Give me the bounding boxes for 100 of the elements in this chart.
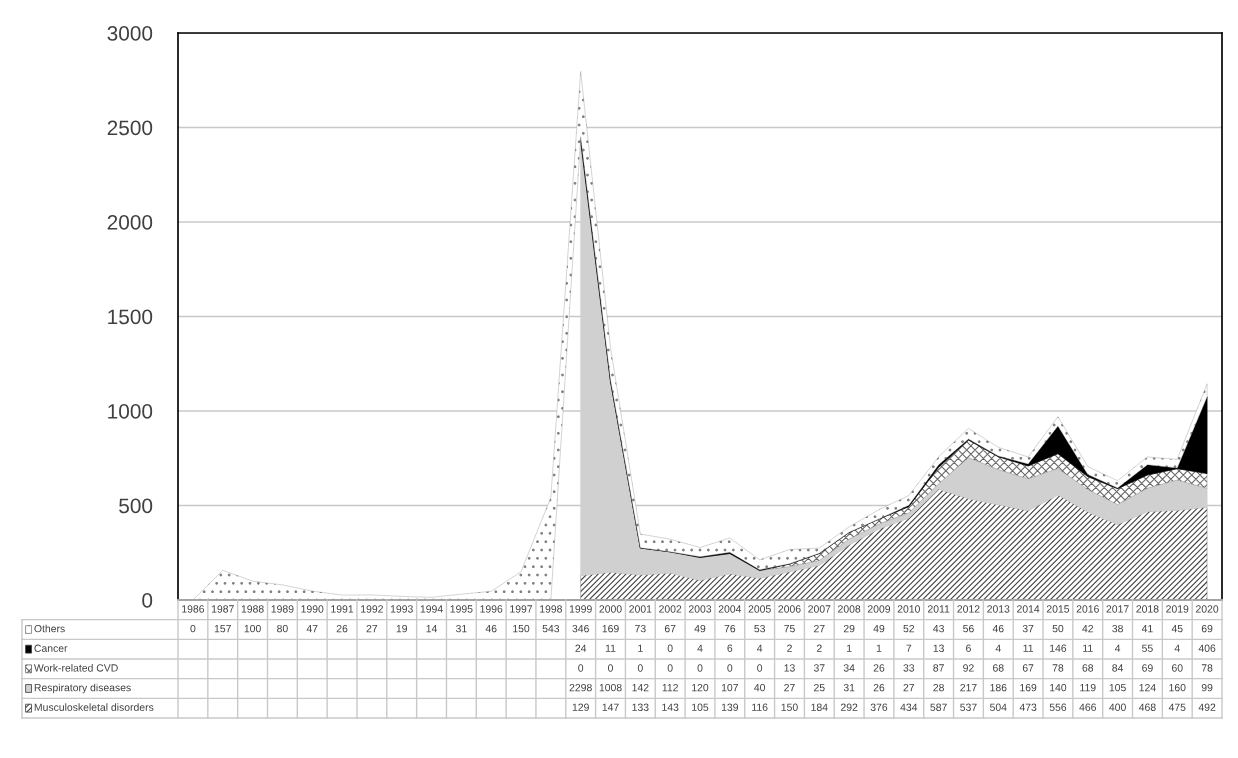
x-tick-label: 1999 [569,605,592,613]
data-label: 120 [692,683,709,692]
data-label: 67 [1022,664,1034,672]
data-label: 376 [870,703,888,711]
y-tick-label: 500 [119,498,153,514]
data-label: 26 [336,624,348,633]
data-label: 33 [903,664,915,672]
data-label: 150 [513,624,530,633]
x-tick-label: 1998 [540,605,562,613]
data-label: 75 [784,625,795,633]
y-tick-label: 2000 [107,215,153,230]
x-tick-label: 1988 [241,605,264,613]
data-label: 139 [721,703,739,711]
data-label: 124 [1139,683,1156,692]
data-label: 504 [990,703,1007,711]
data-label: 49 [873,624,885,633]
x-tick-label: 2005 [748,605,771,613]
data-label: 119 [1080,683,1096,692]
data-label: 0 [697,664,703,672]
data-label: 31 [455,624,467,633]
data-label: 13 [933,644,944,652]
data-label: 53 [754,624,765,633]
data-label: 92 [963,664,974,672]
data-label: 13 [784,664,795,672]
data-label: 184 [811,703,828,711]
data-label: 68 [993,664,1004,672]
data-label: 68 [1082,664,1094,672]
data-label: 7 [906,644,912,652]
data-label: 19 [396,624,408,633]
x-tick-label: 2015 [1046,605,1070,613]
legend-label: Respiratory diseases [34,683,131,694]
data-label: 100 [244,624,261,633]
data-label: 14 [426,625,438,633]
legend-label: Others [34,624,65,633]
x-tick-label: 2014 [1017,605,1040,613]
data-label: 46 [485,624,497,633]
data-label: 400 [1109,703,1126,711]
data-label: 78 [1201,664,1213,672]
data-label: 27 [814,624,825,633]
x-tick-label: 1991 [331,605,354,613]
y-tick-label: 0 [142,593,153,608]
data-label: 4 [1174,644,1180,652]
data-label: 24 [575,644,587,652]
x-tick-label: 1997 [510,605,533,613]
data-label: 468 [1138,703,1156,711]
x-tick-label: 1993 [390,605,413,613]
data-label: 1 [638,644,643,652]
data-label: 52 [903,624,915,633]
x-tick-label: 2006 [778,605,801,613]
data-label: 49 [694,624,706,633]
data-label: 292 [840,703,858,711]
data-label: 133 [632,703,649,711]
x-tick-label: 2007 [808,605,831,613]
data-label: 112 [662,683,678,692]
data-label: 2 [787,644,792,652]
x-tick-label: 2019 [1166,605,1189,613]
data-label: 169 [1020,683,1037,692]
data-label: 69 [1142,664,1153,672]
data-label: 473 [1019,703,1037,711]
x-tick-label: 1992 [361,605,383,613]
data-label: 29 [843,624,855,633]
x-tick-label: 2009 [867,605,891,613]
data-label: 0 [667,664,673,672]
data-label: 26 [873,664,885,672]
legend-label: Musculoskeletal disorders [34,703,154,711]
data-label: 27 [903,683,915,692]
x-tick-label: 2020 [1196,605,1219,613]
x-tick-label: 2001 [629,605,652,613]
data-label: 43 [933,624,944,633]
data-label: 129 [572,703,589,711]
data-label: 4 [995,644,1001,652]
data-label: 346 [572,624,589,633]
data-label: 69 [1201,624,1213,633]
data-label: 6 [727,644,733,652]
data-label: 47 [306,625,318,633]
y-tick-label: 1500 [108,309,153,325]
data-label: 105 [1109,683,1126,692]
data-label: 37 [813,664,825,672]
x-tick-label: 2003 [688,605,712,613]
data-label: 11 [1023,644,1034,652]
data-label: 147 [602,703,619,711]
data-label: 0 [578,664,584,672]
data-label: 537 [960,703,977,711]
x-tick-label: 1996 [480,605,503,613]
x-tick-label: 2017 [1106,605,1129,613]
data-label: 143 [662,703,679,711]
x-tick-label: 1994 [420,605,443,613]
data-label: 60 [1171,664,1183,672]
x-tick-label: 2010 [897,605,920,613]
data-label: 25 [814,683,825,692]
data-label: 76 [724,624,736,633]
data-label: 27 [366,624,378,633]
data-label: 56 [963,624,974,633]
x-tick-label: 2018 [1136,605,1159,613]
y-tick-label: 3000 [107,26,153,41]
data-label: 31 [843,683,855,692]
x-tick-label: 2012 [957,605,980,613]
data-label: 2298 [569,683,592,692]
data-label: 492 [1198,703,1216,711]
data-label: 1 [847,644,852,652]
